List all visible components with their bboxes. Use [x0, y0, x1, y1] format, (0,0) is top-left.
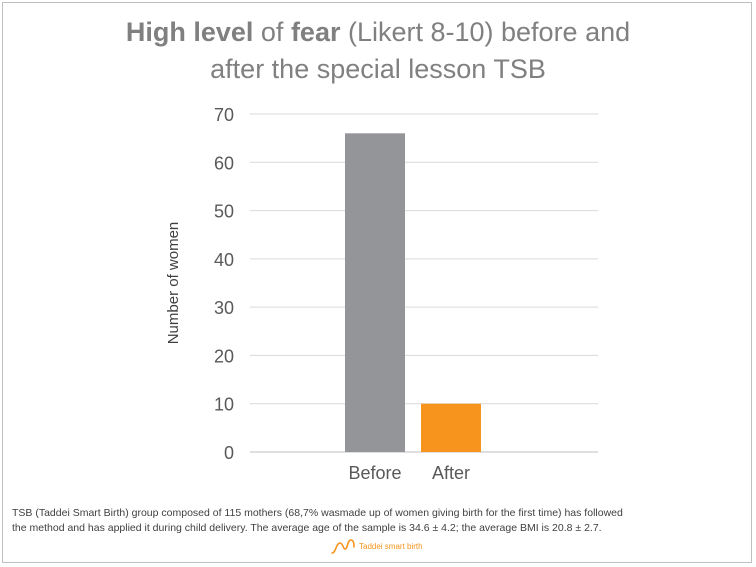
title-text-1: of: [253, 17, 291, 47]
bar-after: [421, 403, 481, 452]
y-tick-label: 60: [214, 153, 234, 173]
y-tick-label: 40: [214, 250, 234, 270]
title-line-2: after the special lesson TSB: [210, 54, 546, 84]
bar-before: [345, 133, 405, 453]
y-tick-label: 0: [224, 443, 234, 463]
taddei-logo-icon: [331, 539, 355, 554]
y-tick-label: 20: [214, 346, 234, 366]
x-tick-label: Before: [348, 463, 401, 483]
footnote-line-2: the method and has applied it during chi…: [12, 521, 602, 534]
logo: Taddei smart birth: [330, 536, 423, 556]
footnote: TSB (Taddei Smart Birth) group composed …: [12, 506, 742, 535]
y-tick-label: 10: [214, 395, 234, 415]
title-line-1: High level of fear (Likert 8-10) before …: [0, 14, 756, 51]
title-bold-2: fear: [290, 17, 341, 47]
title-text-2: (Likert 8-10) before and: [340, 17, 631, 47]
y-tick-label: 30: [214, 298, 234, 318]
y-tick-label: 70: [214, 105, 234, 125]
x-tick-label: After: [432, 463, 470, 483]
chart-title: High level of fear (Likert 8-10) before …: [0, 14, 756, 88]
footnote-line-1: TSB (Taddei Smart Birth) group composed …: [12, 507, 623, 519]
title-bold-1: High level: [125, 17, 254, 47]
y-tick-label: 50: [214, 202, 234, 222]
logo-text: Taddei smart birth: [359, 541, 423, 551]
y-axis-label: Number of women: [165, 222, 182, 345]
